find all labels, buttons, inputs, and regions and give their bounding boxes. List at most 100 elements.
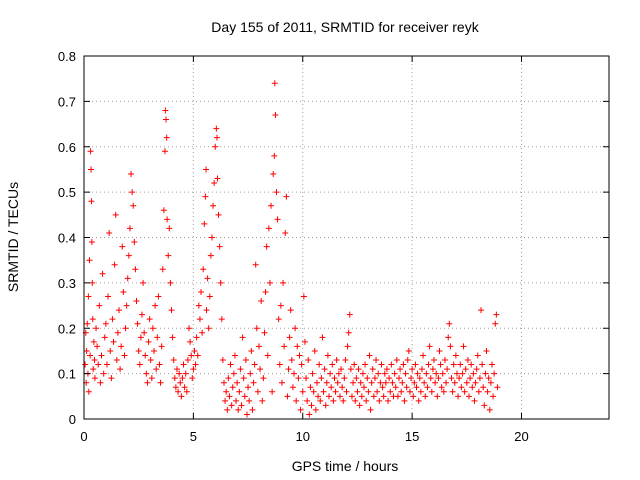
data-point [398,388,405,395]
data-point [229,384,236,391]
data-point [226,393,233,400]
data-point [348,393,355,400]
data-point [462,366,469,373]
data-point [307,384,314,391]
data-point [131,239,138,246]
data-point [428,388,435,395]
data-point [374,388,381,395]
data-point [359,370,366,377]
data-point [270,170,277,177]
data-point [481,402,488,409]
data-point [289,384,296,391]
x-tick-label: 20 [514,429,528,444]
data-point [268,202,275,209]
data-point [176,370,183,377]
data-point [189,375,196,382]
data-point [447,343,454,350]
data-point [103,361,110,368]
data-point [457,361,464,368]
data-point [418,366,425,373]
data-point [250,379,257,386]
data-point [355,366,362,373]
data-point [132,266,139,273]
data-point [350,379,357,386]
data-point [413,384,420,391]
data-point [482,370,489,377]
data-point [215,211,222,218]
data-point [82,361,89,368]
data-point [170,357,177,364]
data-point [154,334,161,341]
data-point [136,361,143,368]
data-point [335,370,342,377]
data-point [263,243,270,250]
data-point [121,352,128,359]
data-point [331,375,338,382]
data-point [453,370,460,377]
data-point [483,347,490,354]
data-point [201,220,208,227]
data-point [242,357,249,364]
data-point [118,343,125,350]
data-point [475,388,482,395]
data-point [108,375,115,382]
data-point [171,375,178,382]
data-point [405,347,412,354]
data-point [406,388,413,395]
data-point [284,393,291,400]
data-point [153,366,160,373]
data-point [276,361,283,368]
data-point [264,352,271,359]
data-points [82,80,501,418]
data-point [493,311,500,318]
data-point [126,225,133,232]
data-point [114,329,121,336]
data-point [471,397,478,404]
data-point [343,388,350,395]
data-point [375,370,382,377]
data-point [409,366,416,373]
data-point [315,393,322,400]
data-point [435,375,442,382]
data-point [125,252,132,259]
data-point [357,379,364,386]
data-point [262,288,269,295]
data-point [338,366,345,373]
data-point [494,384,501,391]
data-point [90,366,97,373]
data-point [423,370,430,377]
data-point [285,366,292,373]
y-tick-label: 0.8 [58,49,76,64]
data-point [420,352,427,359]
data-point [295,375,302,382]
data-point [340,397,347,404]
data-point [157,379,164,386]
data-point [168,307,175,314]
data-point [84,320,91,327]
data-point [391,370,398,377]
data-point [87,148,94,155]
data-point [277,302,284,309]
data-point [317,397,324,404]
data-point [228,402,235,409]
data-point [130,202,137,209]
data-point [486,406,493,413]
data-point [336,393,343,400]
y-tick-label: 0.4 [58,231,76,246]
data-point [218,316,225,323]
data-point [178,393,185,400]
data-point [105,293,112,300]
data-point [446,320,453,327]
data-point [90,338,97,345]
data-point [416,375,423,382]
data-point [448,375,455,382]
data-point [443,379,450,386]
data-point [392,384,399,391]
data-point [282,229,289,236]
data-point [247,370,254,377]
data-point [472,379,479,386]
data-point [473,366,480,373]
data-point [219,357,226,364]
data-point [316,361,323,368]
